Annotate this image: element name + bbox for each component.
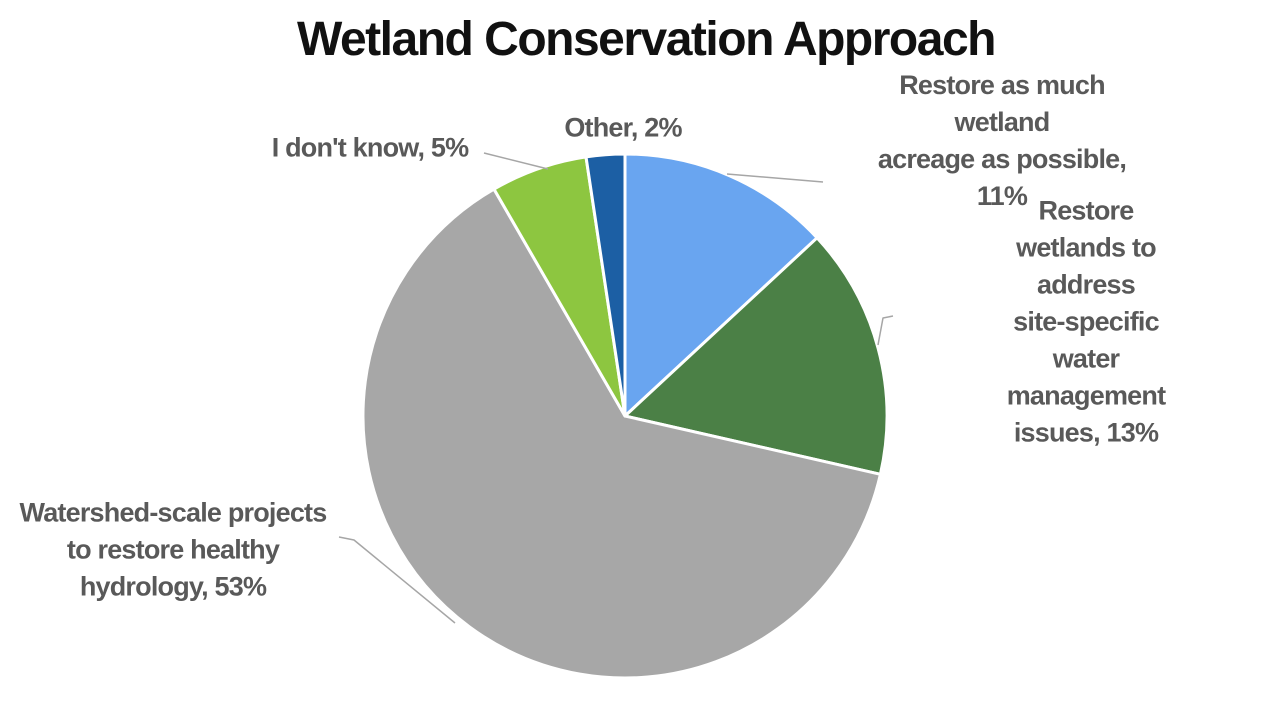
callout-label-watershed: Watershed-scale projects to restore heal… [19,497,328,602]
pie-slice-1 [623,236,889,476]
pie-slice-0 [623,152,819,418]
pie-slices [361,152,889,680]
pie-slice-2 [361,187,882,680]
leader-line-acreage [726,173,824,183]
chart-title: Wetland Conservation Approach [297,13,996,66]
callout-label-i-dont-know: I don't know, 5% [271,132,469,163]
callout-label-restore-acreage: Restore as much wetland acreage as possi… [877,70,1127,211]
leader-line-site-specific [877,315,894,346]
callout-label-site-specific: Restore wetlands to address site-specifi… [1006,195,1166,448]
leader-line-watershed [338,536,456,624]
pie-slice-4 [584,152,627,418]
leader-lines [338,152,894,624]
callout-label-other: Other, 2% [564,112,682,143]
leader-line-idk [483,152,549,170]
